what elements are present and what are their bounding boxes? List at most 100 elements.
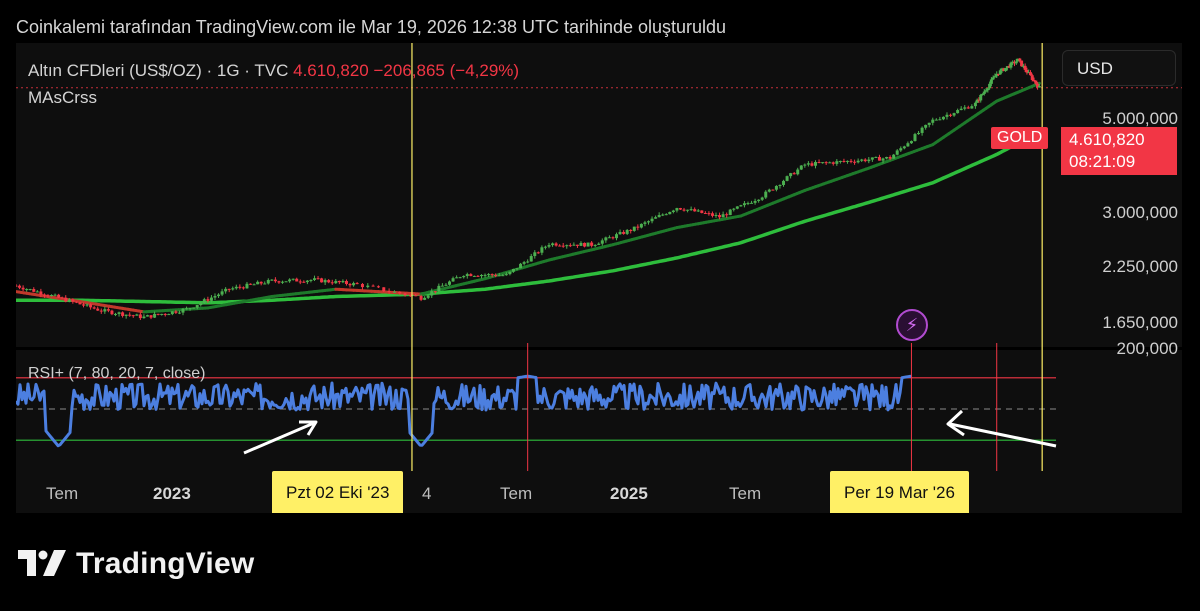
price-candle <box>245 283 249 289</box>
price-candle <box>927 122 931 125</box>
tradingview-logo-icon <box>18 550 66 576</box>
price-candle <box>42 294 46 296</box>
chart-canvas[interactable] <box>16 43 1182 513</box>
price-candle <box>607 237 611 239</box>
price-candle <box>920 127 924 133</box>
price-candle <box>646 221 650 223</box>
price-candle <box>185 308 189 310</box>
price-candle <box>831 162 835 164</box>
price-candle <box>849 160 853 162</box>
price-candle <box>1018 58 1022 61</box>
price-candle <box>1037 86 1041 88</box>
price-candle <box>611 237 615 239</box>
price-candle <box>476 275 480 277</box>
price-candle <box>128 314 132 316</box>
price-candle <box>458 277 462 279</box>
price-candle <box>57 294 61 298</box>
price-candle <box>472 275 476 277</box>
price-candle <box>487 274 491 276</box>
price-candle <box>224 288 228 292</box>
price-tick-2250: 2.250,000 <box>1102 257 1178 276</box>
price-candle <box>867 159 871 162</box>
price-candle <box>986 88 990 91</box>
price-candle <box>778 184 782 186</box>
price-candle <box>515 268 519 270</box>
price-candle <box>305 280 309 283</box>
price-candle <box>1009 62 1013 68</box>
price-candle <box>1014 61 1018 64</box>
price-candle <box>85 304 89 306</box>
price-candle <box>360 284 364 288</box>
price-candle <box>398 291 402 294</box>
price-candle <box>312 278 316 280</box>
price-candle <box>403 293 407 296</box>
price-candle <box>568 245 572 247</box>
price-candle <box>273 279 277 282</box>
price-candle <box>181 308 185 313</box>
time-label-tem-1: Tem <box>46 484 79 503</box>
price-candle <box>629 229 633 231</box>
currency-button[interactable]: USD <box>1062 50 1176 86</box>
tradingview-brand[interactable]: TradingView <box>18 547 254 581</box>
chart-panel[interactable]: Altın CFDleri (US$/OZ) · 1G · TVC 4.610,… <box>16 43 1182 513</box>
price-candle <box>718 215 722 218</box>
symbol-legend[interactable]: Altın CFDleri (US$/OZ) · 1G · TVC 4.610,… <box>28 61 519 81</box>
time-label-tem-3: Tem <box>729 484 762 503</box>
price-candle <box>714 215 718 217</box>
price-candle <box>469 274 473 277</box>
price-candle <box>60 297 64 299</box>
price-candle <box>782 180 786 185</box>
price-candle <box>1032 79 1036 81</box>
bolt-icon[interactable]: ⚡ <box>896 309 928 341</box>
price-candle <box>213 296 217 298</box>
price-candle <box>327 280 331 283</box>
price-candle <box>337 280 341 283</box>
price-candle <box>789 173 793 177</box>
price-candle <box>174 311 178 313</box>
rsi-indicator-label[interactable]: RSI+ (7, 80, 20, 7, close) <box>28 365 206 382</box>
price-candle <box>600 240 604 244</box>
price-candle <box>991 77 995 80</box>
price-candle <box>956 110 960 114</box>
price-change: −206,865 (−4,29%) <box>373 61 520 80</box>
price-candle <box>821 162 825 164</box>
price-candle <box>739 205 743 207</box>
price-candle <box>440 285 444 287</box>
price-candle <box>1030 75 1034 80</box>
price-candle <box>529 256 533 262</box>
price-candle <box>195 305 199 308</box>
price-candle <box>860 159 864 161</box>
price-tick-3000: 3.000,000 <box>1102 203 1178 222</box>
price-candle <box>996 73 1000 75</box>
price-candle <box>885 157 889 159</box>
price-candle <box>721 214 725 218</box>
price-candle <box>16 285 18 287</box>
price-candle <box>828 162 832 164</box>
price-candle <box>110 310 114 315</box>
price-candle <box>249 283 253 285</box>
price-candle <box>913 134 917 142</box>
price-candle <box>50 295 54 297</box>
price-candle <box>153 313 157 318</box>
price-candle <box>53 294 57 296</box>
price-candle <box>96 308 100 311</box>
price-candle <box>67 299 71 302</box>
price-candle <box>455 277 459 279</box>
price-candle <box>309 279 313 281</box>
price-candle <box>700 210 704 213</box>
price-candle <box>796 169 800 175</box>
price-candle <box>28 289 32 291</box>
price-candle <box>639 223 643 228</box>
price-candle <box>792 173 796 175</box>
price-candle <box>899 148 903 151</box>
price-candle <box>18 285 22 288</box>
price-candle <box>1007 66 1011 68</box>
price-candle <box>543 246 547 248</box>
indicator-label[interactable]: MAsCrss <box>28 88 97 107</box>
price-candle <box>774 185 778 190</box>
price-candle <box>949 114 953 116</box>
price-candle <box>671 210 675 212</box>
price-candle <box>618 231 622 235</box>
price-candle <box>586 242 590 247</box>
price-candle <box>799 165 803 170</box>
